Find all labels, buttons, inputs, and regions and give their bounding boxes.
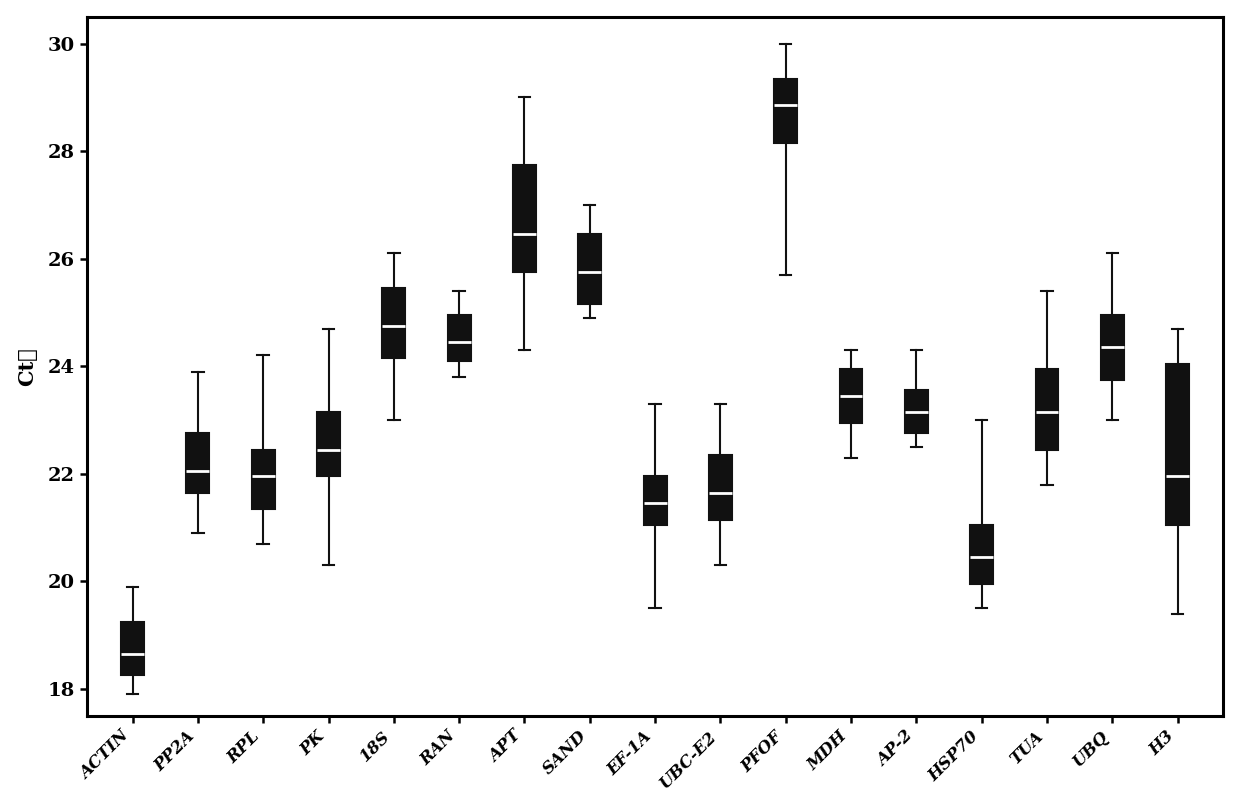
PathPatch shape <box>1035 369 1059 449</box>
PathPatch shape <box>839 369 863 423</box>
PathPatch shape <box>448 315 470 361</box>
PathPatch shape <box>252 449 274 509</box>
Y-axis label: Ct値: Ct値 <box>16 347 37 385</box>
PathPatch shape <box>513 165 536 272</box>
PathPatch shape <box>1101 315 1123 380</box>
PathPatch shape <box>317 412 340 477</box>
PathPatch shape <box>186 433 210 493</box>
PathPatch shape <box>970 525 993 584</box>
PathPatch shape <box>1166 364 1189 525</box>
PathPatch shape <box>382 288 405 358</box>
PathPatch shape <box>709 455 732 520</box>
PathPatch shape <box>578 234 601 305</box>
PathPatch shape <box>905 390 928 433</box>
PathPatch shape <box>644 477 667 525</box>
PathPatch shape <box>774 78 797 143</box>
PathPatch shape <box>122 621 144 675</box>
